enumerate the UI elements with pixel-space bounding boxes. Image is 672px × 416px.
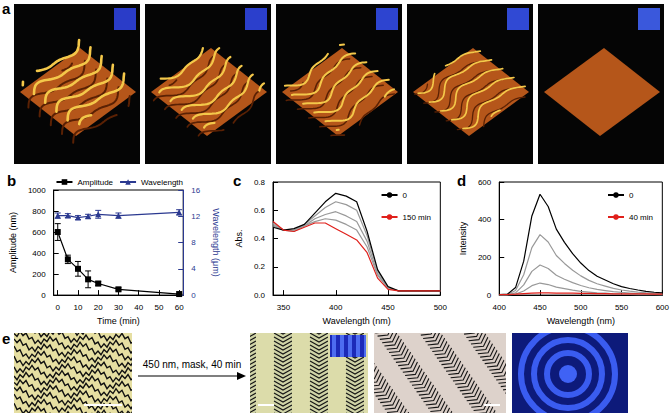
svg-text:1000: 1000: [28, 186, 46, 195]
svg-text:0: 0: [403, 191, 408, 200]
svg-text:400: 400: [478, 215, 492, 224]
svg-text:0.4: 0.4: [254, 234, 266, 243]
svg-text:0: 0: [191, 291, 196, 300]
svg-text:Amplitude (nm): Amplitude (nm): [8, 212, 18, 273]
svg-text:30: 30: [114, 303, 123, 312]
svg-text:450: 450: [533, 303, 547, 312]
svg-text:b: b: [7, 172, 16, 189]
svg-text:40: 40: [134, 303, 143, 312]
svg-text:800: 800: [32, 207, 46, 216]
svg-text:0: 0: [56, 303, 61, 312]
svg-text:0.2: 0.2: [254, 262, 266, 271]
svg-text:0.0: 0.0: [254, 291, 266, 300]
svg-text:50: 50: [154, 303, 163, 312]
svg-text:c: c: [233, 172, 241, 189]
svg-text:450: 450: [381, 303, 395, 312]
svg-text:600: 600: [656, 303, 670, 312]
svg-text:0: 0: [629, 191, 634, 200]
svg-text:500: 500: [434, 303, 448, 312]
svg-text:Wavelength (nm): Wavelength (nm): [547, 316, 615, 326]
svg-text:Wavelength (μm): Wavelength (μm): [211, 208, 221, 276]
svg-text:4: 4: [191, 264, 196, 273]
svg-text:0.6: 0.6: [254, 206, 266, 215]
svg-text:200: 200: [32, 270, 46, 279]
svg-text:0: 0: [41, 291, 46, 300]
svg-text:Intensity: Intensity: [458, 221, 468, 255]
svg-text:450 nm, mask, 40 min: 450 nm, mask, 40 min: [143, 359, 241, 370]
svg-text:Wavelength: Wavelength: [141, 178, 183, 187]
svg-text:150 min: 150 min: [403, 213, 431, 222]
svg-text:400: 400: [32, 249, 46, 258]
svg-text:Time (min): Time (min): [97, 316, 140, 326]
svg-text:0: 0: [487, 291, 492, 300]
svg-text:Wavelength (nm): Wavelength (nm): [323, 316, 391, 326]
svg-text:400: 400: [493, 303, 507, 312]
svg-text:a: a: [2, 0, 11, 17]
svg-text:200: 200: [478, 253, 492, 262]
svg-text:e: e: [2, 330, 10, 347]
svg-text:40 min: 40 min: [629, 213, 653, 222]
svg-text:350: 350: [277, 303, 291, 312]
svg-text:d: d: [457, 172, 466, 189]
svg-text:20: 20: [94, 303, 103, 312]
svg-text:16: 16: [191, 186, 200, 195]
svg-text:500: 500: [574, 303, 588, 312]
svg-text:600: 600: [32, 228, 46, 237]
svg-text:60: 60: [175, 303, 184, 312]
svg-text:Abs.: Abs.: [234, 230, 244, 248]
svg-text:8: 8: [191, 238, 196, 247]
svg-text:400: 400: [329, 303, 343, 312]
svg-text:0.8: 0.8: [254, 178, 266, 187]
svg-text:10: 10: [74, 303, 83, 312]
svg-text:12: 12: [191, 212, 200, 221]
svg-text:Amplitude: Amplitude: [77, 178, 113, 187]
svg-text:600: 600: [478, 178, 492, 187]
svg-text:550: 550: [615, 303, 629, 312]
